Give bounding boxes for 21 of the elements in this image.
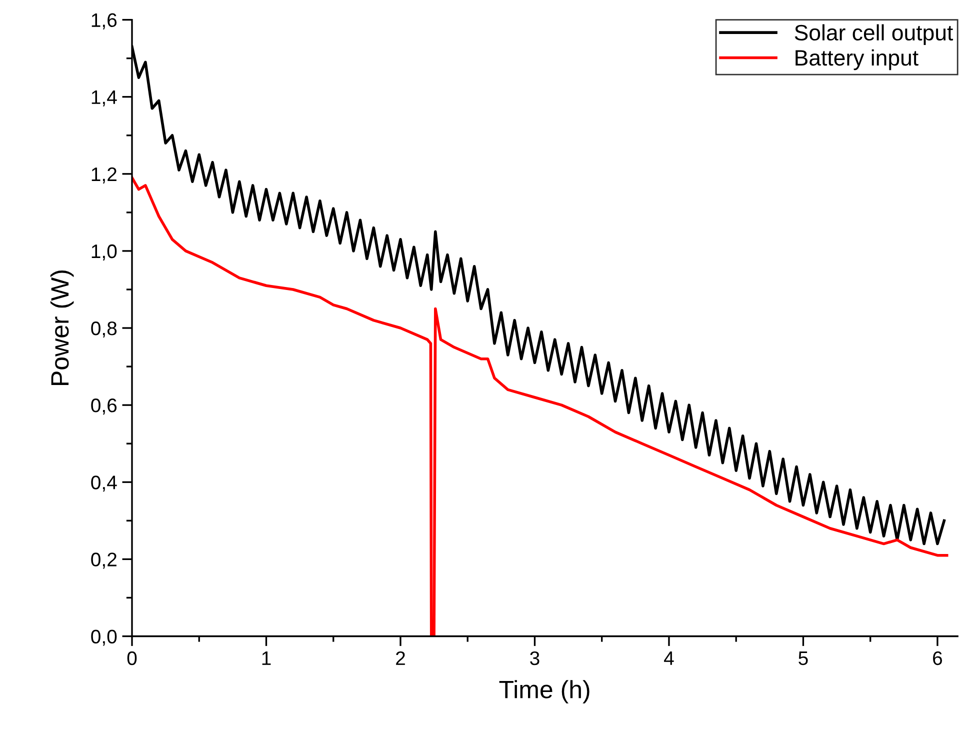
x-tick-label: 6 — [933, 651, 942, 666]
y-tick-label: 0,2 — [91, 552, 116, 569]
x-axis-title: Time (h) — [499, 680, 590, 704]
x-tick-label: 0 — [127, 651, 137, 666]
legend-label: Battery input — [796, 49, 918, 70]
x-tick-label: 4 — [664, 652, 674, 665]
y-tick-label: 0,0 — [91, 630, 117, 646]
y-tick-label: 1,4 — [92, 90, 117, 106]
line-series — [132, 176, 948, 636]
y-tick-label: 0,6 — [91, 398, 117, 415]
x-tick-label: 1 — [262, 652, 271, 665]
x-tick-label: 2 — [396, 651, 405, 665]
y-axis-title: Power (W) — [50, 270, 74, 385]
legend-label: Solar cell output — [794, 24, 953, 45]
x-tick-label: 3 — [530, 651, 540, 666]
y-tick-label: 1,2 — [92, 167, 116, 184]
y-tick-label: 0,8 — [91, 321, 117, 338]
x-tick-label: 5 — [798, 652, 808, 666]
y-tick-label: 0,4 — [91, 476, 117, 492]
y-tick-label: 1,0 — [92, 244, 117, 260]
y-tick-label: 1,6 — [92, 13, 117, 30]
